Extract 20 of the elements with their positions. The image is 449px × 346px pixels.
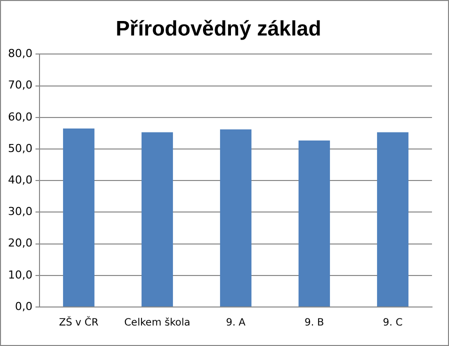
- x-tick-label: ZŠ v ČR: [59, 316, 98, 329]
- x-tick-label: 9. B: [304, 318, 324, 329]
- x-tick-label: 9. A: [226, 318, 246, 329]
- y-tick-label: 70,0: [8, 78, 32, 92]
- y-tick-label: 60,0: [8, 110, 32, 124]
- bar: [220, 129, 252, 306]
- bar: [142, 132, 173, 306]
- bar: [63, 128, 94, 306]
- bar: [377, 132, 408, 306]
- y-tick-label: 0,0: [14, 300, 32, 313]
- y-tick-label: 10,0: [8, 268, 32, 282]
- chart-title: Přírodovědný základ: [116, 17, 322, 40]
- y-tick-label: 50,0: [8, 142, 32, 155]
- y-tick-label: 30,0: [8, 205, 32, 218]
- x-tick-label: 9. C: [382, 318, 403, 329]
- y-tick-label: 80,0: [8, 47, 32, 60]
- y-tick-label: 40,0: [8, 173, 32, 186]
- x-tick-label: Celkem škola: [124, 318, 190, 329]
- bar: [298, 140, 330, 306]
- y-tick-label: 20,0: [8, 236, 32, 250]
